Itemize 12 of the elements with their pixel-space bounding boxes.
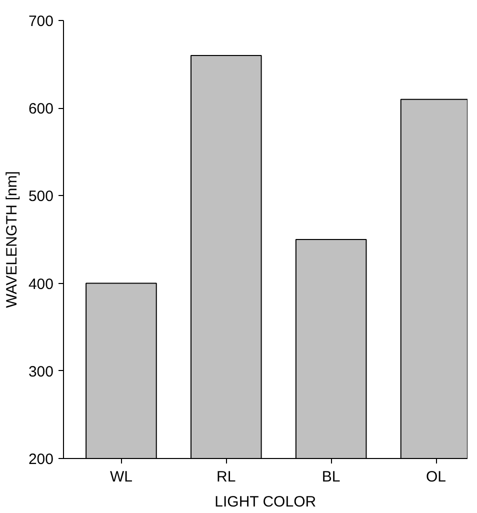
x-axis-title: LIGHT COLOR (214, 494, 316, 510)
y-tick-label: 200 (28, 451, 54, 468)
x-tick-label: RL (216, 468, 236, 486)
y-tick-label: 700 (28, 13, 54, 30)
y-tick-label: 500 (28, 188, 54, 206)
x-tick-label: WL (110, 468, 132, 486)
y-tick-label: 300 (28, 363, 54, 380)
x-tick-label: OL (426, 468, 446, 486)
x-tick-label: BL (322, 468, 340, 486)
y-tick-label: 400 (28, 276, 54, 293)
y-tick-label: 600 (28, 100, 54, 118)
y-axis-title: WAVELENGTH [nm] (3, 171, 20, 308)
